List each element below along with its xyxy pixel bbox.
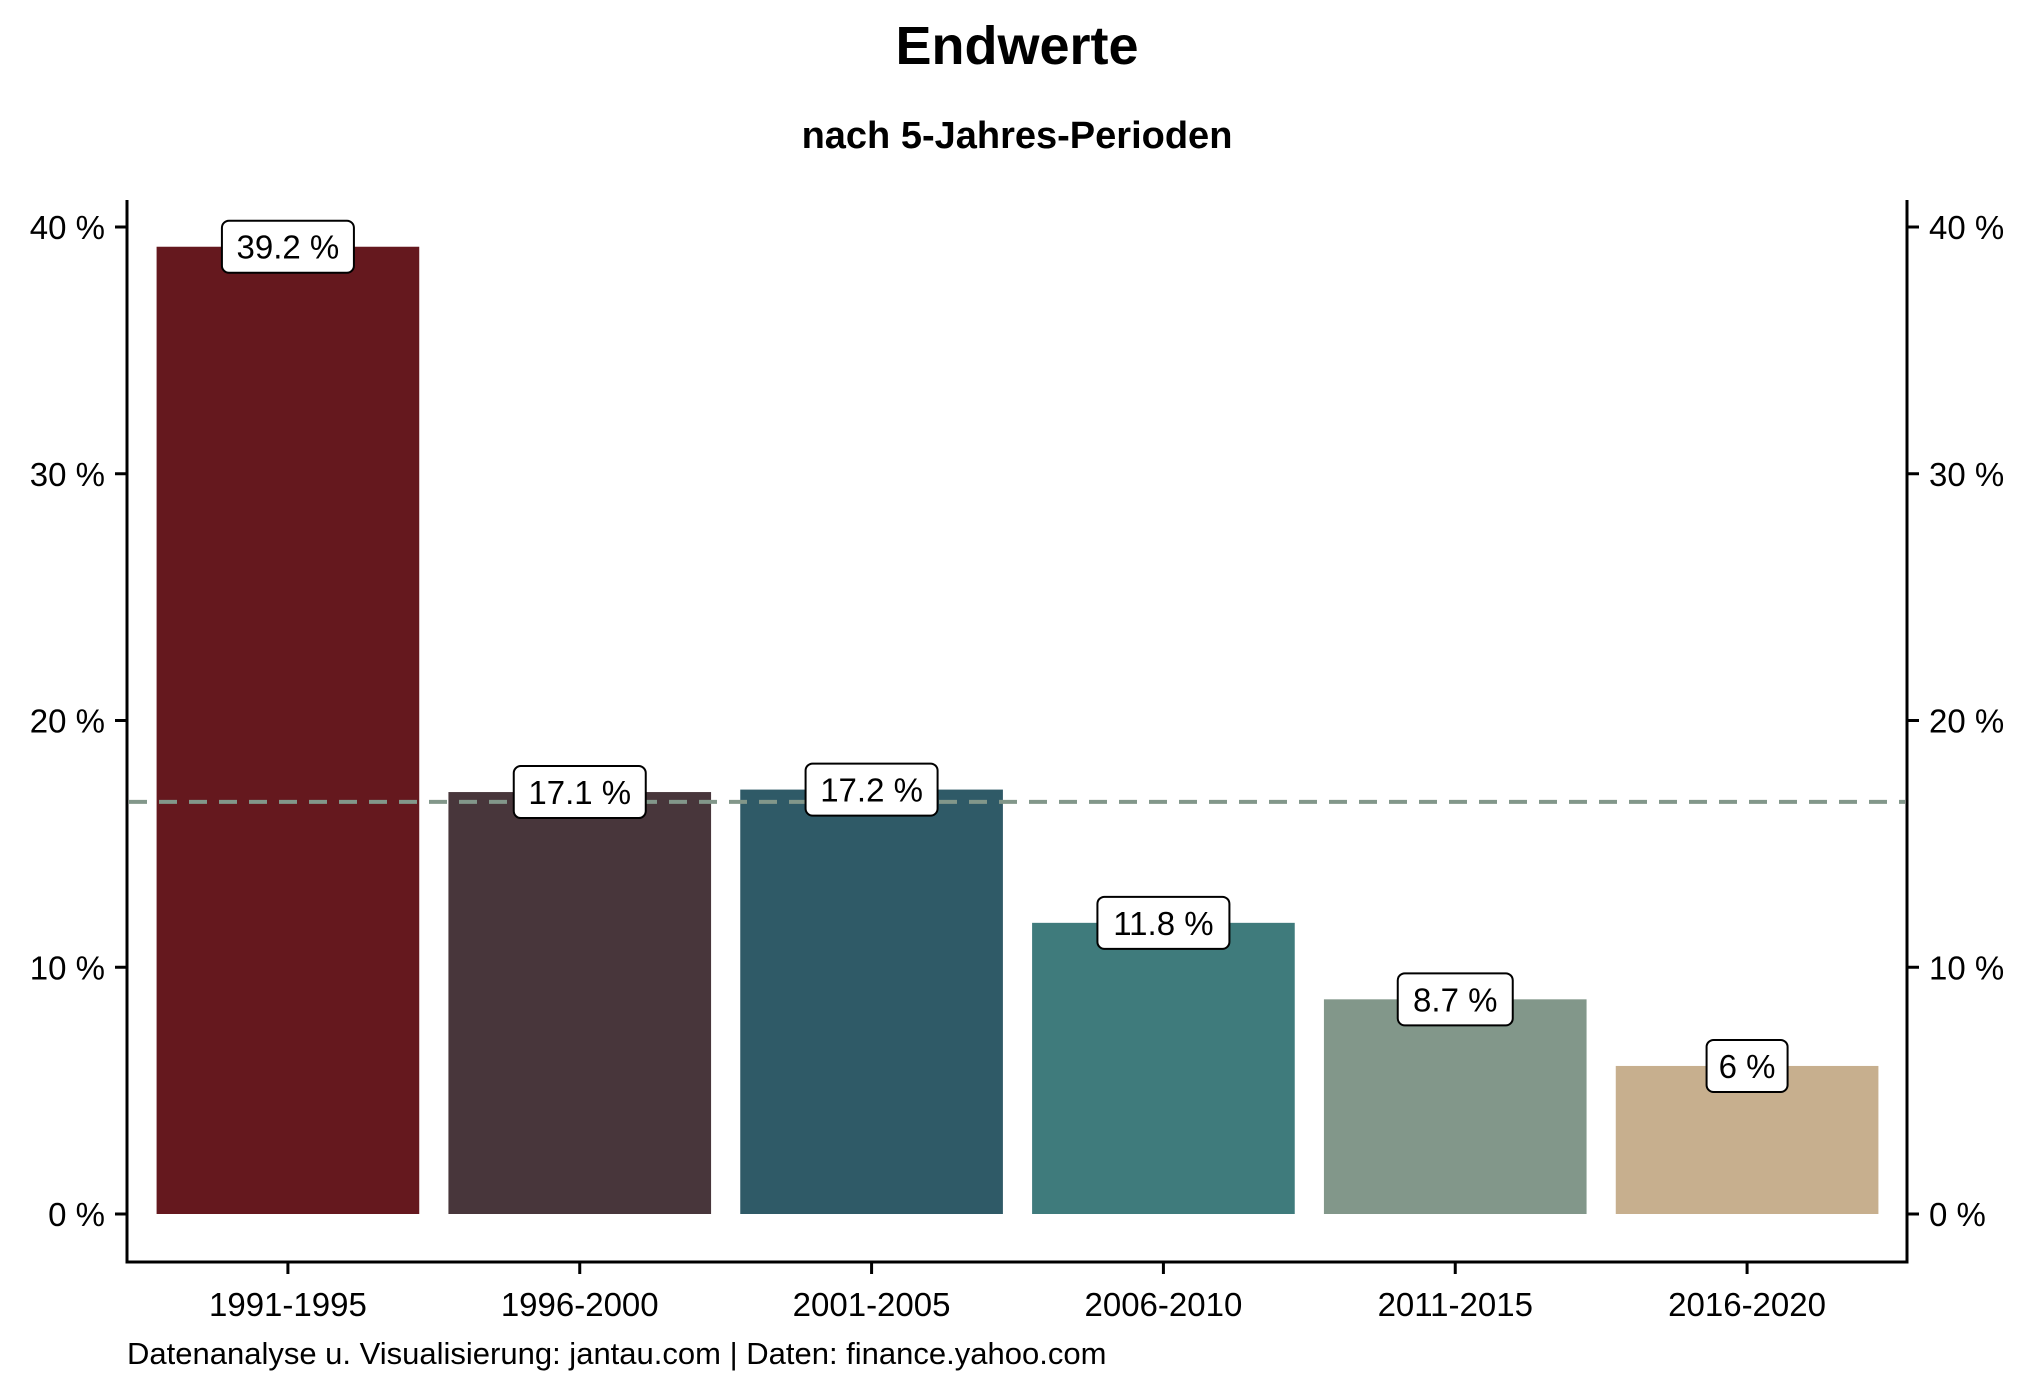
x-tick-label-2006-2010: 2006-2010: [1085, 1286, 1243, 1323]
chart-title: Endwerte: [895, 16, 1138, 76]
x-tick-label-1996-2000: 1996-2000: [501, 1286, 659, 1323]
y-tick-label-right: 30 %: [1929, 456, 2004, 493]
x-tick-label-2001-2005: 2001-2005: [793, 1286, 951, 1323]
y-tick-label-right: 40 %: [1929, 209, 2004, 246]
x-tick-label-2016-2020: 2016-2020: [1668, 1286, 1826, 1323]
y-tick-label-left: 20 %: [30, 703, 105, 740]
bar-1991-1995: [156, 246, 420, 1215]
data-label-box: [804, 762, 939, 817]
y-tick-label-right: 0 %: [1929, 1196, 1986, 1233]
data-label-text: 17.1 %: [528, 774, 631, 811]
chart-caption: Datenanalyse u. Visualisierung: jantau.c…: [127, 1336, 1106, 1371]
axes-group: 0 % 0 % 10 % 10 % 20 % 20 % 30 % 30 % 40 % 40 % 19…: [30, 200, 2004, 1323]
chart-subtitle: nach 5-Jahres-Perioden: [802, 115, 1233, 157]
data-label-text: 11.8 %: [1113, 905, 1213, 942]
bars-group: [156, 246, 1879, 1215]
y-tick-label-right: 10 %: [1929, 949, 2004, 986]
y-tick-label-left: 10 %: [30, 949, 105, 986]
bar-2001-2005: [740, 789, 1003, 1214]
data-label-text: 17.2 %: [820, 772, 923, 809]
data-label-box: [1096, 895, 1231, 950]
data-label-box: [1396, 972, 1514, 1027]
bar-2011-2015: [1323, 999, 1587, 1214]
bar-1996-2000: [448, 792, 712, 1214]
data-label-box: [1705, 1038, 1789, 1093]
data-label-box: [512, 765, 647, 820]
x-tick-label-2011-2015: 2011-2015: [1378, 1286, 1533, 1323]
data-label-2006-2010: 11.8 %: [1096, 895, 1231, 950]
data-label-2016-2020: 6 %: [1705, 1038, 1789, 1093]
y-tick-label-right: 20 %: [1929, 703, 2004, 740]
data-label-text: 6 %: [1719, 1048, 1776, 1085]
data-label-text: 8.7 %: [1413, 981, 1497, 1018]
data-labels-group: 39.2 % 17.1 % 17.2 % 11.8 % 8.7 % 6 %: [220, 219, 1789, 1093]
y-tick-label-left: 40 %: [30, 209, 105, 246]
data-label-1996-2000: 17.1 %: [512, 765, 647, 820]
data-label-2011-2015: 8.7 %: [1396, 972, 1514, 1027]
data-label-1991-1995: 39.2 %: [220, 219, 355, 274]
y-tick-label-left: 30 %: [30, 456, 105, 493]
data-label-2001-2005: 17.2 %: [804, 762, 939, 817]
data-label-text: 39.2 %: [237, 229, 340, 266]
y-tick-label-left: 0 %: [48, 1196, 105, 1233]
bar-2006-2010: [1032, 922, 1295, 1214]
data-label-box: [220, 219, 355, 274]
x-tick-label-1991-1995: 1991-1995: [209, 1286, 367, 1323]
